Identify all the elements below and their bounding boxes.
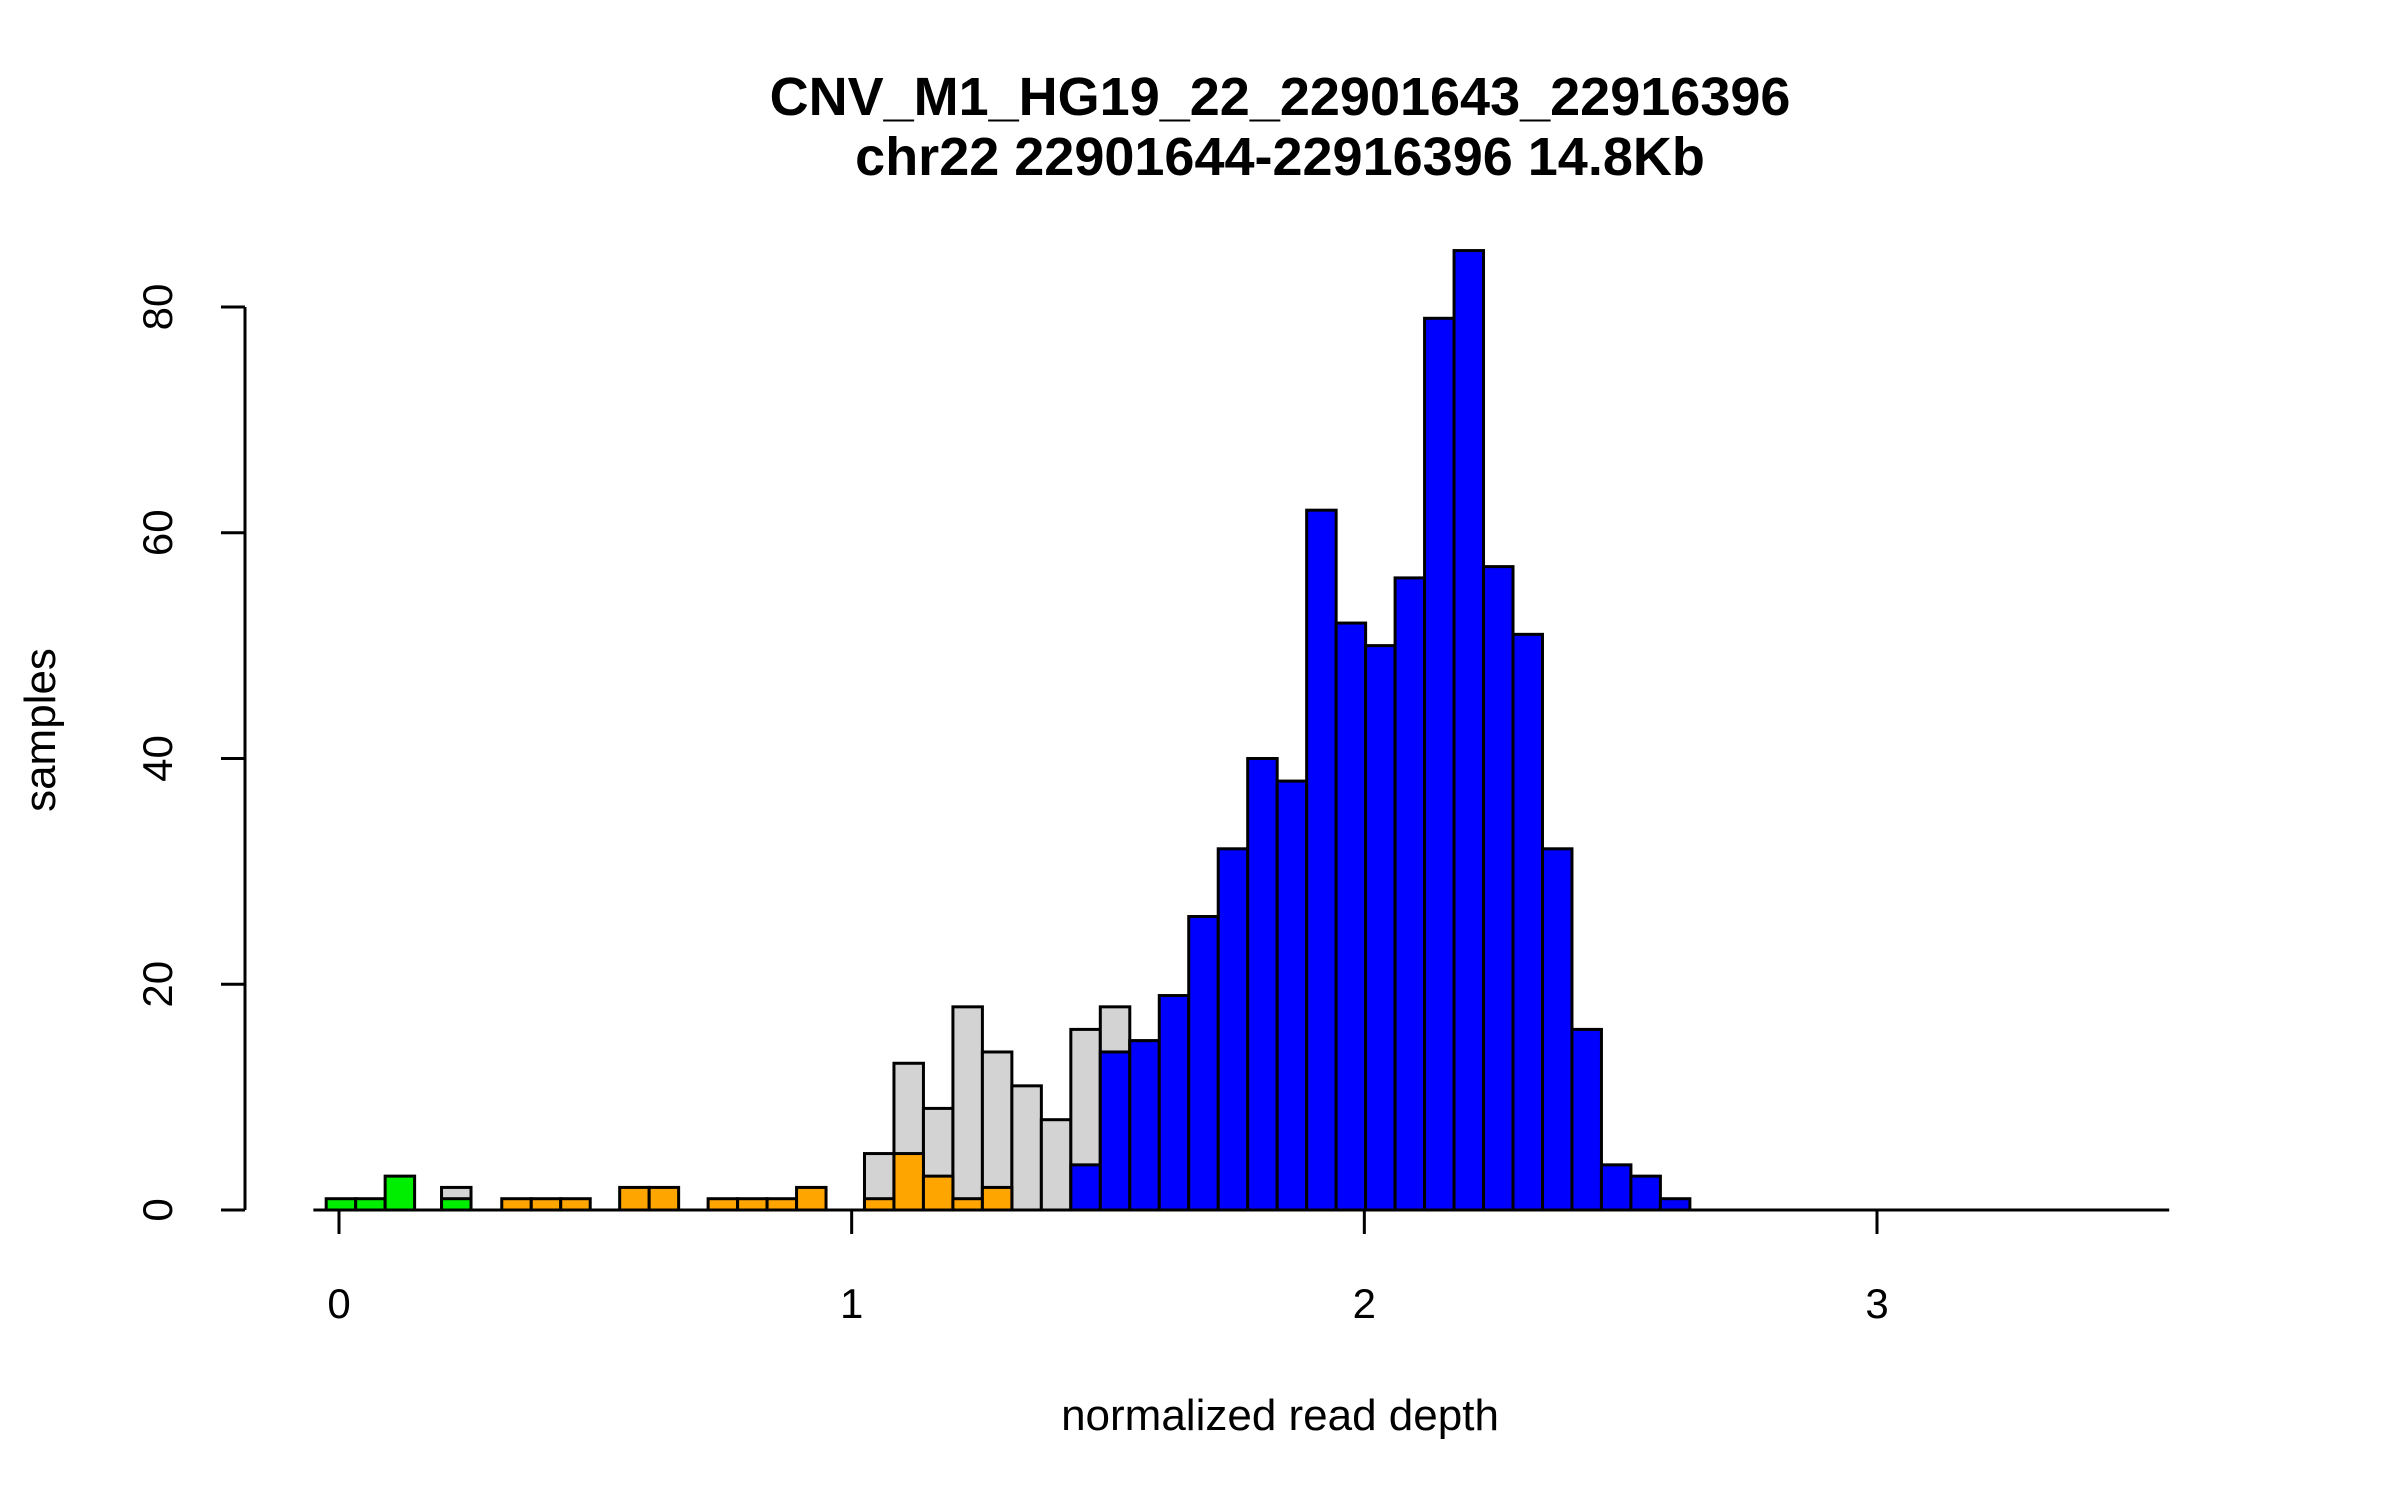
green-bar bbox=[383, 1174, 417, 1212]
x-tick-label: 2 bbox=[1353, 1280, 1376, 1327]
x-tick-label: 0 bbox=[327, 1280, 350, 1327]
blue-bar bbox=[1305, 508, 1338, 1212]
chart-title: CNV_M1_HG19_22_22901643_22916396 bbox=[770, 67, 1791, 127]
x-axis-label: normalized read depth bbox=[1061, 1391, 1499, 1440]
axes-layer: 0 20 40 60 80 0 1 2 3 bbox=[134, 284, 2170, 1327]
blue-bar bbox=[1069, 1163, 1102, 1212]
y-tick-label: 0 bbox=[134, 1198, 181, 1221]
bars-layer bbox=[324, 249, 1692, 1212]
orange-bar bbox=[892, 1152, 925, 1212]
orange-bar bbox=[618, 1185, 651, 1212]
blue-bar bbox=[1393, 576, 1427, 1212]
orange-bar bbox=[980, 1185, 1014, 1212]
blue-bar bbox=[1364, 644, 1397, 1212]
blue-bar bbox=[1216, 847, 1250, 1212]
blue-bar bbox=[1540, 847, 1574, 1212]
blue-bar bbox=[1570, 1027, 1603, 1212]
orange-bar bbox=[736, 1197, 769, 1212]
y-tick-label: 60 bbox=[134, 509, 181, 556]
blue-bar bbox=[1629, 1174, 1662, 1212]
blue-bar bbox=[1246, 757, 1279, 1212]
orange-bar bbox=[795, 1185, 828, 1212]
chart-subtitle: chr22 22901644-22916396 14.8Kb bbox=[855, 127, 1705, 187]
gray-bar bbox=[1010, 1084, 1043, 1212]
orange-bar bbox=[862, 1197, 896, 1212]
green-bar bbox=[354, 1197, 387, 1212]
orange-bar bbox=[951, 1197, 984, 1212]
orange-bar bbox=[647, 1185, 681, 1212]
y-tick-label: 80 bbox=[134, 284, 181, 331]
orange-bar bbox=[500, 1197, 533, 1212]
blue-bar bbox=[1128, 1039, 1161, 1212]
blue-bar bbox=[1599, 1163, 1633, 1212]
blue-bar bbox=[1334, 621, 1368, 1212]
blue-bar bbox=[1658, 1197, 1692, 1212]
blue-bar bbox=[1423, 316, 1456, 1212]
orange-bar bbox=[529, 1197, 563, 1212]
orange-bar bbox=[706, 1197, 740, 1212]
x-tick-label: 3 bbox=[1865, 1280, 1888, 1327]
green-bar bbox=[324, 1197, 358, 1212]
blue-bar bbox=[1275, 779, 1309, 1212]
orange-bar bbox=[921, 1174, 955, 1212]
blue-bar bbox=[1482, 565, 1515, 1212]
blue-bar bbox=[1157, 994, 1191, 1212]
green-bar bbox=[440, 1197, 473, 1212]
blue-bar bbox=[1452, 249, 1486, 1212]
blue-bar bbox=[1511, 632, 1544, 1212]
y-axis-label: samples bbox=[16, 648, 65, 812]
x-tick-label: 1 bbox=[840, 1280, 863, 1327]
orange-bar bbox=[559, 1197, 592, 1212]
blue-bar bbox=[1098, 1050, 1132, 1212]
gray-bar bbox=[1039, 1118, 1073, 1212]
gray-bar bbox=[951, 1005, 984, 1212]
y-tick-label: 20 bbox=[134, 961, 181, 1008]
blue-bar bbox=[1187, 915, 1220, 1212]
orange-bar bbox=[765, 1197, 799, 1212]
y-tick-label: 40 bbox=[134, 735, 181, 782]
